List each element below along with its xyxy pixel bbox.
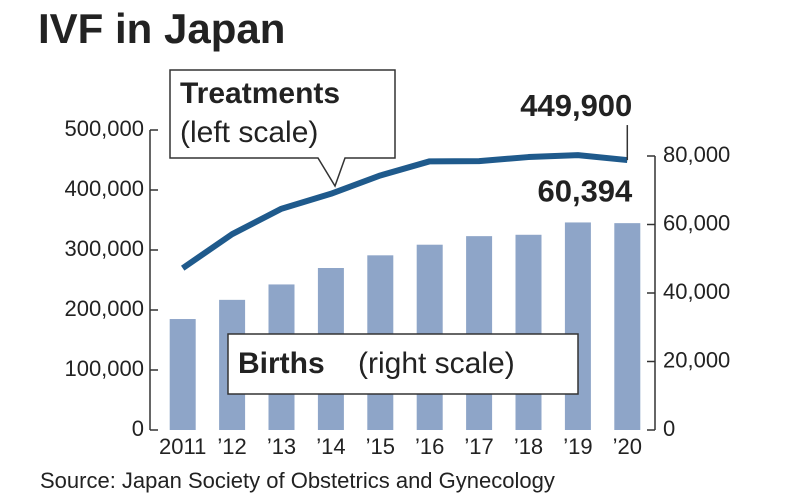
value-label: 449,900	[520, 88, 632, 123]
bar	[169, 319, 196, 430]
bar	[614, 223, 641, 430]
callout-box	[227, 333, 579, 395]
bar	[564, 222, 591, 430]
x-tick-label: ’20	[613, 434, 642, 459]
series-annotation: (right scale)	[358, 347, 515, 380]
y2-tick-label: 60,000	[663, 210, 730, 235]
value-label: 60,394	[537, 173, 633, 208]
series-name: Births	[238, 347, 325, 380]
x-tick-label: ’14	[316, 434, 345, 459]
x-tick-label: ’13	[267, 434, 296, 459]
plot-area: 0 100,000 200,000 300,000 400,000 500,000 0 20,…	[64, 88, 730, 459]
x-tick-label: ’19	[563, 434, 592, 459]
x-tick-label: ’16	[415, 434, 444, 459]
treatments-callout: Treatments (left scale)	[169, 69, 396, 188]
births-callout: Births (right scale)	[227, 333, 579, 395]
series-annotation: (left scale)	[180, 116, 318, 149]
x-tick-label: 2011	[159, 434, 206, 459]
bar	[515, 234, 542, 430]
y2-tick-label: 80,000	[663, 142, 730, 167]
line	[180, 152, 628, 271]
y-tick-label: 300,000	[64, 236, 144, 261]
y2-tick-label: 40,000	[663, 279, 730, 304]
x-tick-label: ’18	[514, 434, 543, 459]
y-tick-label: 400,000	[64, 176, 144, 201]
y-tick-label: 500,000	[64, 116, 144, 141]
callout-box	[169, 69, 396, 188]
y2-tick-label: 20,000	[663, 347, 730, 372]
x-tick-label: ’15	[366, 434, 395, 459]
y-tick-label: 200,000	[64, 296, 144, 321]
y2-tick-label: 0	[663, 416, 675, 441]
y-tick-label: 100,000	[64, 356, 144, 381]
series-name: Treatments	[180, 77, 340, 110]
y-tick-label: 0	[132, 416, 144, 441]
source-note: Source: Japan Society of Obstetrics and …	[40, 468, 555, 493]
bar	[466, 236, 493, 430]
x-tick-label: ’17	[464, 434, 493, 459]
x-tick-label: ’12	[217, 434, 246, 459]
chart-title: IVF in Japan	[38, 5, 285, 52]
